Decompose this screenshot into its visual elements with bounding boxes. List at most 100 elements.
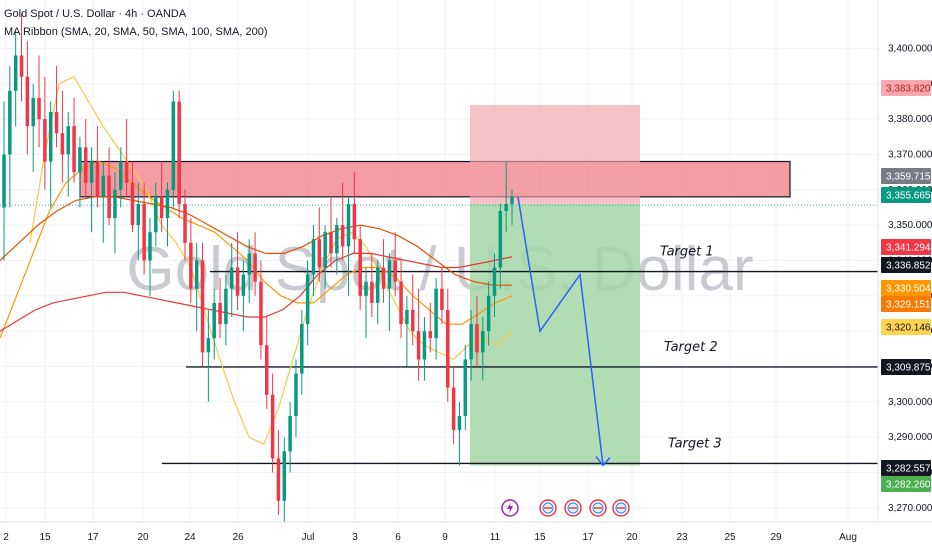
- candle-body[interactable]: [19, 55, 24, 77]
- candle-body[interactable]: [329, 232, 333, 254]
- candle-body[interactable]: [340, 225, 345, 247]
- candle-body[interactable]: [434, 288, 438, 339]
- candle-body[interactable]: [189, 242, 193, 289]
- candle-body[interactable]: [276, 458, 281, 501]
- candle-body[interactable]: [259, 281, 263, 346]
- candle-body[interactable]: [165, 189, 170, 219]
- candle-body[interactable]: [422, 331, 427, 360]
- candle-body[interactable]: [475, 324, 479, 353]
- candle-body[interactable]: [54, 112, 59, 134]
- candle-body[interactable]: [346, 203, 351, 247]
- candle-body[interactable]: [305, 274, 310, 325]
- price-tag: [881, 80, 931, 96]
- candle-body[interactable]: [381, 267, 386, 289]
- candle-body[interactable]: [119, 161, 123, 190]
- candle-body[interactable]: [2, 154, 6, 208]
- candle-body[interactable]: [317, 239, 322, 268]
- candle-body[interactable]: [229, 267, 234, 289]
- candle-body[interactable]: [154, 196, 158, 233]
- candle-body[interactable]: [410, 309, 415, 332]
- candle-body[interactable]: [95, 161, 100, 197]
- candle-body[interactable]: [113, 189, 117, 219]
- price-tag-label: 3,309.875: [886, 363, 931, 374]
- candle-body[interactable]: [416, 331, 421, 360]
- candle-body[interactable]: [72, 126, 76, 173]
- candle-body[interactable]: [130, 182, 135, 226]
- candle-body[interactable]: [183, 203, 187, 243]
- candle-body[interactable]: [83, 147, 88, 183]
- candle-body[interactable]: [399, 281, 403, 325]
- candle-body[interactable]: [393, 260, 397, 282]
- candle-body[interactable]: [31, 97, 35, 127]
- candle-body[interactable]: [358, 239, 362, 296]
- candle-body[interactable]: [265, 345, 269, 395]
- time-axis[interactable]: [0, 522, 932, 550]
- candle-body[interactable]: [486, 295, 491, 332]
- candle-body[interactable]: [387, 260, 392, 289]
- candle-body[interactable]: [206, 338, 211, 353]
- candle-body[interactable]: [481, 331, 485, 353]
- candle-body[interactable]: [142, 203, 146, 261]
- candle-body[interactable]: [78, 147, 82, 173]
- candle-body[interactable]: [492, 267, 497, 296]
- projection-path[interactable]: [517, 196, 604, 466]
- candle-body[interactable]: [48, 112, 53, 162]
- candle-body[interactable]: [136, 203, 141, 226]
- candle-body[interactable]: [498, 210, 503, 268]
- candle-body[interactable]: [13, 55, 18, 91]
- candle-body[interactable]: [212, 302, 216, 339]
- candle-body[interactable]: [171, 101, 176, 190]
- candle-body[interactable]: [405, 309, 409, 325]
- candle-body[interactable]: [101, 175, 106, 197]
- candle-body[interactable]: [463, 359, 468, 416]
- candle-body[interactable]: [60, 133, 65, 155]
- candle-body[interactable]: [235, 267, 240, 296]
- target-zone[interactable]: [470, 203, 640, 466]
- candle-body[interactable]: [469, 324, 473, 360]
- candle-body[interactable]: [89, 161, 94, 183]
- indicator-legend[interactable]: MA Ribbon (SMA, 20, SMA, 50, SMA, 100, S…: [4, 26, 268, 38]
- candle-body[interactable]: [323, 232, 327, 268]
- candle-body[interactable]: [25, 76, 30, 127]
- candle-body[interactable]: [282, 451, 287, 501]
- candle-body[interactable]: [37, 97, 41, 120]
- candle-body[interactable]: [8, 90, 12, 155]
- candle-body[interactable]: [159, 196, 164, 219]
- candle-body[interactable]: [247, 253, 251, 275]
- stop-zone[interactable]: [470, 104, 640, 204]
- candle-body[interactable]: [457, 415, 462, 431]
- candle-body[interactable]: [364, 281, 368, 296]
- candle-body[interactable]: [440, 288, 444, 310]
- candle-body[interactable]: [335, 225, 339, 254]
- resistance-zone[interactable]: [79, 160, 791, 198]
- candle-body[interactable]: [200, 260, 205, 353]
- candle-body[interactable]: [300, 324, 304, 374]
- candle-body[interactable]: [294, 373, 298, 416]
- candle-body[interactable]: [218, 302, 222, 325]
- plot-area[interactable]: [0, 0, 878, 522]
- candle-body[interactable]: [241, 274, 246, 296]
- candle-body[interactable]: [66, 126, 70, 155]
- price-tag-label: 3,383.820: [886, 84, 931, 95]
- candle-body[interactable]: [288, 415, 292, 452]
- candle-body[interactable]: [370, 281, 374, 303]
- candle-body[interactable]: [107, 175, 111, 219]
- candle-body[interactable]: [510, 196, 514, 204]
- candle-body[interactable]: [451, 387, 456, 431]
- candle-body[interactable]: [177, 101, 181, 204]
- candle-body[interactable]: [148, 232, 152, 261]
- candle-body[interactable]: [124, 161, 129, 183]
- candle-body[interactable]: [375, 267, 380, 303]
- candle-body[interactable]: [224, 288, 228, 325]
- candle-body[interactable]: [504, 203, 508, 211]
- candle-body[interactable]: [43, 119, 47, 162]
- candle-body[interactable]: [311, 239, 316, 275]
- candle-body[interactable]: [194, 260, 199, 289]
- candle-body[interactable]: [253, 253, 257, 282]
- candle-body[interactable]: [428, 331, 433, 339]
- candle-body[interactable]: [270, 394, 275, 459]
- candle-body[interactable]: [352, 203, 357, 240]
- candle-body[interactable]: [446, 309, 450, 388]
